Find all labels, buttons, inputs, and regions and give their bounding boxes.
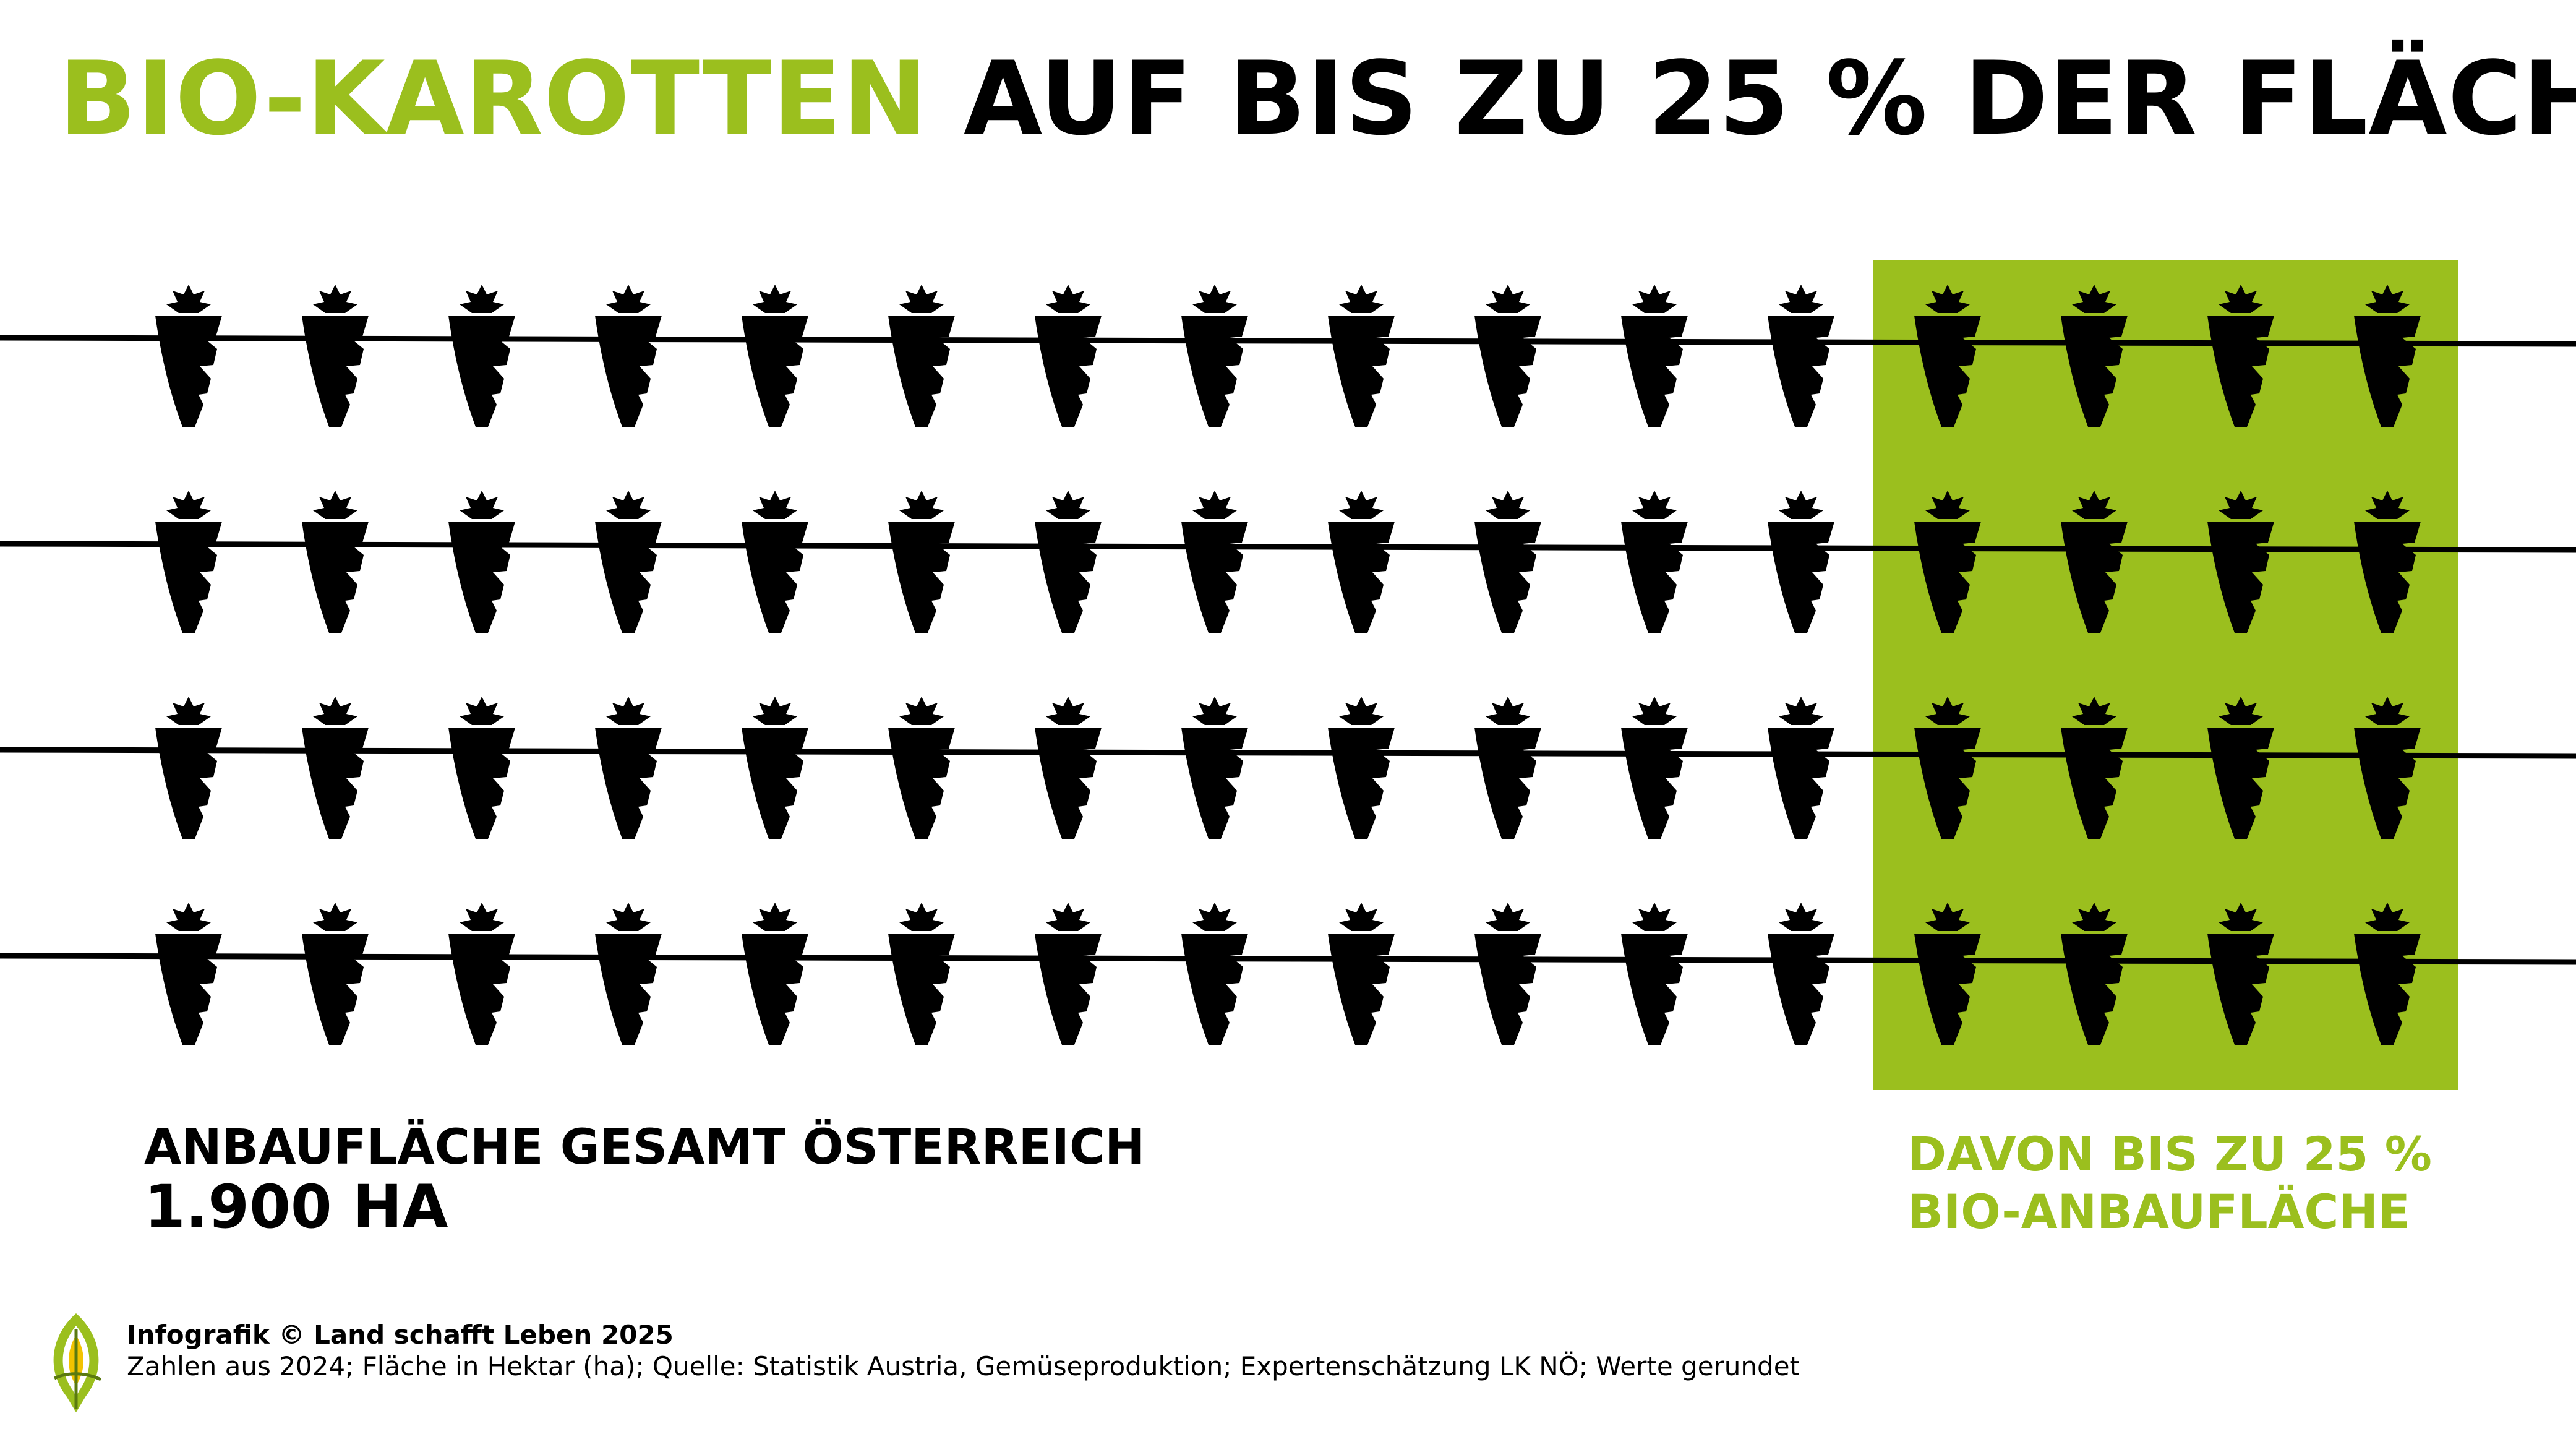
- carrot-icon: [155, 697, 222, 839]
- carrot-icon: [595, 285, 662, 427]
- carrot-icon: [1035, 697, 1102, 839]
- carrot-icon: [1181, 285, 1248, 427]
- page-title: BIO-KAROTTEN AUF BIS ZU 25 % DER FLÄCHE: [59, 48, 2576, 150]
- carrot-icon: [1474, 903, 1541, 1045]
- carrot-icon: [155, 903, 222, 1045]
- total-area-caption: ANBAUFLÄCHE GESAMT ÖSTERREICH: [144, 1120, 1145, 1175]
- row-line: [0, 335, 2576, 347]
- carrot-icon: [1328, 491, 1395, 633]
- total-area-label: ANBAUFLÄCHE GESAMT ÖSTERREICH 1.900 HA: [144, 1120, 1145, 1242]
- carrot-icon: [1621, 903, 1688, 1045]
- carrot-icon: [595, 491, 662, 633]
- carrot-icon: [1768, 491, 1834, 633]
- carrot-icon: [1035, 903, 1102, 1045]
- carrot-icon: [595, 903, 662, 1045]
- carrot-icon: [888, 491, 955, 633]
- bio-share-label: DAVON BIS ZU 25 % BIO-ANBAUFLÄCHE: [1907, 1126, 2432, 1240]
- carrot-icon: [1768, 285, 1834, 427]
- carrot-icon: [448, 903, 515, 1045]
- carrot-icon: [1474, 697, 1541, 839]
- carrot-icon: [1181, 903, 1248, 1045]
- carrot-icon: [1181, 491, 1248, 633]
- carrot-icon: [742, 491, 808, 633]
- carrot-icon: [302, 491, 369, 633]
- carrot-icon: [1035, 491, 1102, 633]
- footer-credit: Infografik © Land schafft Leben 2025: [127, 1320, 674, 1350]
- carrot-icon: [1328, 285, 1395, 427]
- carrot-icon: [1474, 491, 1541, 633]
- carrot-icon: [1768, 903, 1834, 1045]
- carrot-icon: [888, 697, 955, 839]
- carrot-icon: [888, 903, 955, 1045]
- bio-share-caption-line2: BIO-ANBAUFLÄCHE: [1907, 1183, 2410, 1239]
- carrot-icon: [888, 285, 955, 427]
- carrot-icon: [155, 285, 222, 427]
- carrot-icon: [448, 491, 515, 633]
- row-line: [0, 541, 2576, 553]
- carrot-icon: [1035, 285, 1102, 427]
- carrot-icon: [1328, 903, 1395, 1045]
- carrot-icon: [742, 697, 808, 839]
- carrot-icon: [1328, 697, 1395, 839]
- carrot-icon: [742, 285, 808, 427]
- carrot-icon: [1768, 697, 1834, 839]
- row-line: [0, 953, 2576, 965]
- headline-accent: BIO-KAROTTEN: [59, 40, 928, 158]
- carrot-icon: [1621, 697, 1688, 839]
- carrot-icon: [1474, 285, 1541, 427]
- carrot-icon: [302, 903, 369, 1045]
- carrot-icon: [155, 491, 222, 633]
- bio-share-caption-line1: DAVON BIS ZU 25 %: [1907, 1127, 2432, 1182]
- row-line: [0, 747, 2576, 759]
- carrot-icon: [1621, 285, 1688, 427]
- carrot-icon: [448, 285, 515, 427]
- carrot-icon: [1621, 491, 1688, 633]
- carrot-icon: [595, 697, 662, 839]
- carrot-icon: [448, 697, 515, 839]
- leaf-logo-icon: [53, 1313, 102, 1412]
- total-area-value: 1.900 HA: [144, 1172, 448, 1242]
- carrot-icon: [302, 697, 369, 839]
- carrot-icon: [742, 903, 808, 1045]
- footer: Infografik © Land schafft Leben 2025 Zah…: [127, 1319, 1800, 1382]
- carrot-pictogram-chart: [0, 260, 2576, 1090]
- carrot-icon: [302, 285, 369, 427]
- carrot-icon: [1181, 697, 1248, 839]
- headline-rest: AUF BIS ZU 25 % DER FLÄCHE: [964, 40, 2576, 158]
- footer-source-note: Zahlen aus 2024; Fläche in Hektar (ha); …: [127, 1351, 1800, 1382]
